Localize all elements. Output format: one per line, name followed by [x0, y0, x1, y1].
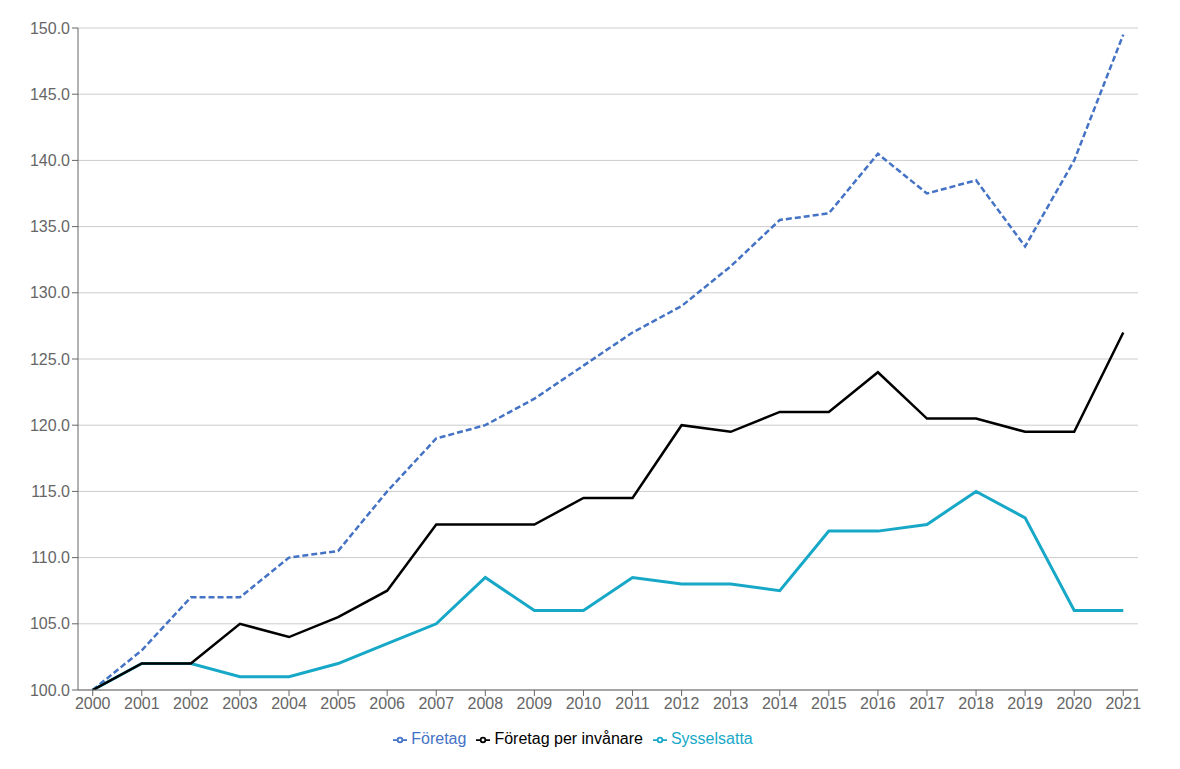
- svg-text:140.0: 140.0: [30, 152, 70, 169]
- svg-text:2009: 2009: [517, 695, 553, 712]
- svg-text:2002: 2002: [173, 695, 209, 712]
- svg-text:2011: 2011: [615, 695, 650, 712]
- svg-text:120.0: 120.0: [30, 417, 70, 434]
- svg-text:2000: 2000: [75, 695, 111, 712]
- html-text:Sysselsatta: Sysselsatta: [670, 730, 753, 747]
- html-text:Företag per invånare: Företag per invånare: [494, 730, 643, 747]
- svg-text:2001: 2001: [124, 695, 160, 712]
- svg-text:125.0: 125.0: [30, 351, 70, 368]
- svg-text:2015: 2015: [811, 695, 847, 712]
- svg-text:2008: 2008: [468, 695, 504, 712]
- svg-text:2007: 2007: [418, 695, 454, 712]
- svg-text:2003: 2003: [222, 695, 258, 712]
- svg-text:2018: 2018: [958, 695, 994, 712]
- svg-text:2017: 2017: [909, 695, 945, 712]
- svg-text:135.0: 135.0: [30, 218, 70, 235]
- svg-text:2020: 2020: [1056, 695, 1092, 712]
- svg-text:2005: 2005: [320, 695, 356, 712]
- svg-text:2016: 2016: [860, 695, 896, 712]
- svg-text:110.0: 110.0: [31, 549, 70, 566]
- svg-text:100.0: 100.0: [30, 682, 70, 699]
- svg-text:2019: 2019: [1007, 695, 1043, 712]
- svg-text:2004: 2004: [271, 695, 307, 712]
- svg-text:130.0: 130.0: [30, 284, 70, 301]
- svg-text:2010: 2010: [566, 695, 602, 712]
- svg-text:150.0: 150.0: [30, 20, 70, 37]
- svg-text:2014: 2014: [762, 695, 798, 712]
- svg-text:2013: 2013: [713, 695, 749, 712]
- svg-text:145.0: 145.0: [30, 86, 70, 103]
- svg-text:2006: 2006: [369, 695, 405, 712]
- svg-text:2012: 2012: [664, 695, 700, 712]
- svg-text:105.0: 105.0: [30, 615, 70, 632]
- html-text:Företag: Företag: [411, 730, 467, 747]
- svg-text:115.0: 115.0: [31, 483, 70, 500]
- svg-text:2021: 2021: [1105, 695, 1141, 712]
